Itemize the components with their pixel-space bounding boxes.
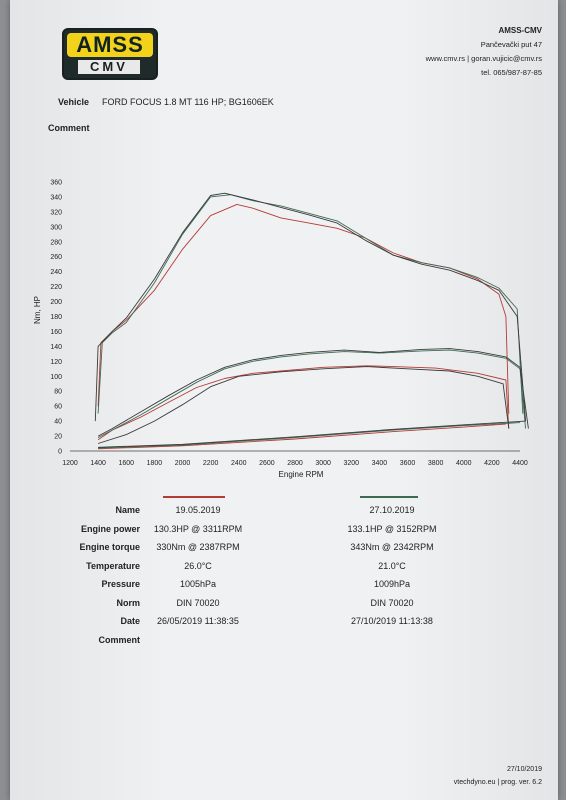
- result-value-run-a: DIN 70020: [176, 597, 220, 608]
- y-tick-label: 80: [54, 389, 62, 396]
- curve-run-2-5: [98, 422, 521, 449]
- y-axis-label: Nm, HP: [33, 296, 42, 324]
- curve-run-3-6: [94, 192, 527, 422]
- x-tick-label: 3800: [428, 460, 444, 467]
- result-value-run-a: 1005hPa: [179, 579, 217, 589]
- dyno-chart: 0 20 40 60 80 100 120 140 160 180 200 220 240 260 280 3…: [33, 180, 529, 479]
- result-value-run-a: 130.3HP @ 3311RPM: [153, 523, 243, 534]
- x-tick-label: 4400: [512, 460, 528, 467]
- paper-shading: [10, 0, 558, 800]
- result-value-run-a: 19.05.2019: [175, 505, 221, 515]
- result-value-run-b: 27/10/2019 11:13:38: [351, 616, 433, 626]
- x-tick-label: 2400: [231, 460, 247, 467]
- y-tick-label: 260: [50, 254, 62, 261]
- y-tick-label: 280: [50, 239, 62, 246]
- result-value-run-a: 26/05/2019 11:38:35: [157, 616, 239, 626]
- result-label: Date: [120, 616, 140, 626]
- result-label: Engine torque: [79, 542, 141, 552]
- result-label: Norm: [116, 597, 140, 608]
- y-tick-label: 140: [50, 344, 62, 351]
- company-address: Pančevački put 47: [480, 40, 542, 49]
- footer-software: vtechdyno.eu | prog. ver. 6.2: [453, 779, 542, 786]
- result-label: Name: [115, 505, 140, 515]
- company-logo: AMSS CMV: [62, 28, 158, 80]
- y-tick-label: 180: [50, 314, 62, 321]
- x-tick-label: 1800: [147, 460, 163, 467]
- x-tick-label: 3200: [343, 460, 359, 467]
- vehicle-label: Vehicle: [58, 97, 90, 107]
- company-name: AMSS-CMV: [498, 26, 542, 35]
- curve-run-1-2: [98, 423, 506, 450]
- y-tick-label: 300: [50, 224, 62, 231]
- y-tick-label: 100: [50, 374, 62, 381]
- x-tick-label: 3000: [315, 460, 331, 467]
- result-label: Temperature: [86, 560, 140, 571]
- x-tick-label: 1600: [118, 460, 134, 467]
- company-phone: tel. 065/987-87-85: [481, 68, 542, 77]
- x-tick-label: 2200: [203, 460, 219, 467]
- vehicle-value: FORD FOCUS 1.8 MT 116 HP; BG1606EK: [102, 97, 274, 107]
- x-tick-label: 4200: [484, 460, 500, 467]
- curve-run-3-7: [97, 348, 529, 437]
- x-tick-label: 3400: [372, 460, 388, 467]
- y-tick-label: 20: [54, 434, 62, 441]
- y-tick-label: 220: [50, 284, 62, 291]
- result-value-run-b: DIN 70020: [370, 597, 414, 608]
- logo-top-text: AMSS: [67, 33, 153, 57]
- result-value-run-b: 27.10.2019: [369, 505, 415, 515]
- y-tick-label: 60: [54, 404, 62, 411]
- result-label: Comment: [98, 634, 140, 645]
- result-value-run-b: 343Nm @ 2342RPM: [350, 542, 434, 552]
- legend-line-run-a: [163, 496, 225, 498]
- footer-date: 27/10/2019: [506, 766, 542, 773]
- chart-axes: 0 20 40 60 80 100 120 140 160 180 200 220 240 260 280 3…: [50, 180, 528, 468]
- company-info: AMSS-CMV Pančevački put 47 www.cmv.rs | …: [426, 24, 542, 80]
- x-tick-label: 3600: [400, 460, 416, 467]
- x-axis-label: Engine RPM: [279, 470, 324, 479]
- x-tick-label: 2600: [259, 460, 275, 467]
- report-sheet: AMSS CMV AMSS-CMV Pančevački put 47 www.…: [10, 0, 558, 800]
- curve-run-1-0: [97, 203, 510, 414]
- y-tick-label: 240: [50, 269, 62, 276]
- curve-run-1-1: [97, 365, 510, 441]
- y-tick-label: 320: [50, 209, 62, 216]
- result-value-run-b: 1009hPa: [373, 579, 411, 589]
- x-tick-label: 4000: [456, 460, 472, 467]
- y-tick-label: 40: [54, 419, 62, 426]
- result-value-run-b: 21.0°C: [378, 560, 406, 571]
- result-value-run-b: 133.1HP @ 3152RPM: [347, 523, 437, 534]
- chart-curves: [94, 192, 529, 450]
- result-label: Pressure: [101, 579, 140, 589]
- curve-run-2-4: [97, 349, 527, 438]
- y-tick-label: 200: [50, 299, 62, 306]
- result-value-run-a: 330Nm @ 2387RPM: [156, 542, 240, 552]
- comment-label-top: Comment: [48, 123, 90, 133]
- x-tick-label: 2000: [175, 460, 191, 467]
- result-value-run-a: 26.0°C: [184, 560, 212, 571]
- result-label: Engine power: [80, 523, 140, 534]
- curve-run-3-8: [97, 366, 510, 444]
- y-tick-label: 360: [50, 180, 62, 187]
- y-tick-label: 340: [50, 194, 62, 201]
- logo-bottom-text: CMV: [78, 60, 140, 74]
- curve-run-2-3: [97, 194, 524, 414]
- y-tick-label: 0: [58, 449, 62, 456]
- curve-run-3-9: [98, 420, 526, 448]
- y-tick-label: 120: [50, 359, 62, 366]
- legend-line-run-b: [360, 496, 418, 498]
- x-tick-label: 1400: [90, 460, 106, 467]
- company-contact: www.cmv.rs | goran.vujicic@cmv.rs: [425, 54, 542, 63]
- x-tick-label: 1200: [62, 460, 78, 467]
- y-tick-label: 160: [50, 329, 62, 336]
- x-tick-label: 2800: [287, 460, 303, 467]
